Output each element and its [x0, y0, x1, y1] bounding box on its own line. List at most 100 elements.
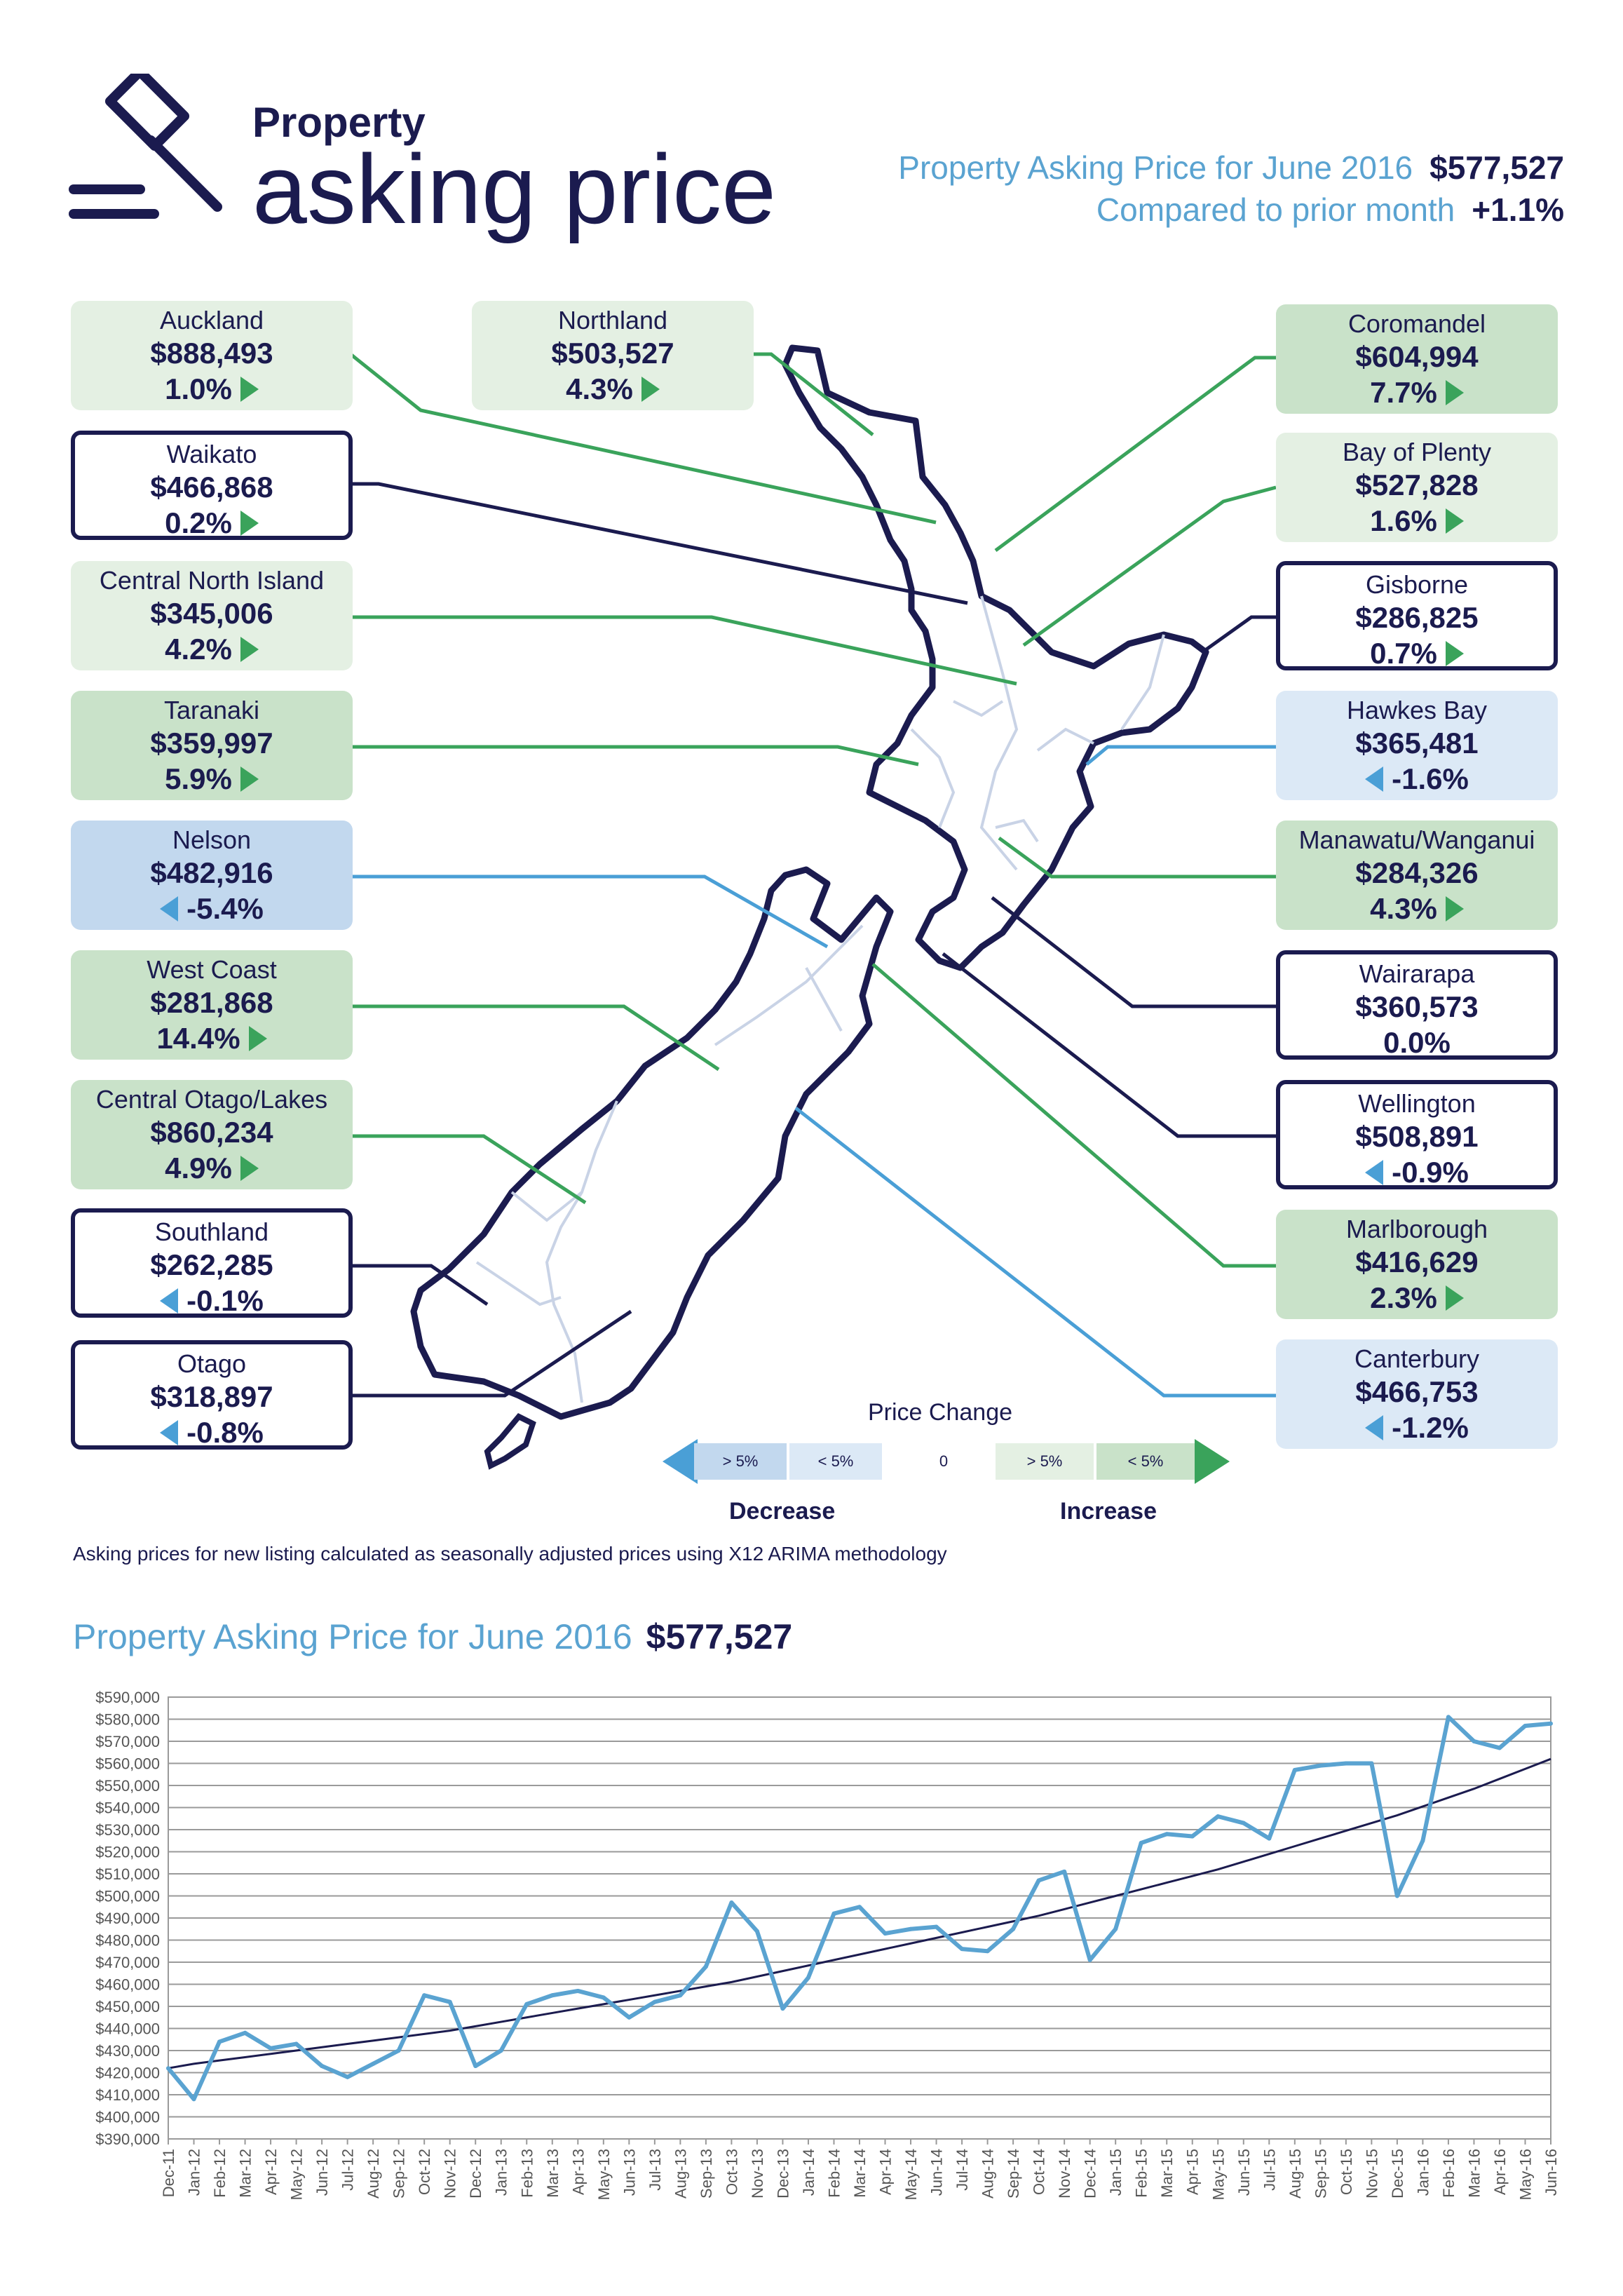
region-card-central-otago-lakes: Central Otago/Lakes $860,234 4.9% [71, 1080, 353, 1189]
leader-southland [351, 1264, 489, 1306]
region-name: Auckland [159, 306, 264, 335]
region-price: $281,868 [150, 986, 273, 1019]
x-tick-label: Feb-14 [825, 2149, 843, 2198]
data-point [1062, 1869, 1067, 1874]
data-point [1523, 1723, 1528, 1728]
data-point [1472, 1739, 1476, 1743]
data-point [1292, 1767, 1297, 1772]
leader-gisborne [1201, 615, 1276, 654]
region-change: -1.6% [1392, 762, 1469, 795]
leader-wellington [942, 952, 1276, 1138]
y-tick-label: $450,000 [95, 1998, 160, 2015]
data-point [1139, 1840, 1143, 1845]
y-tick-label: $530,000 [95, 1821, 160, 1839]
chart-title: Property Asking Price for June 2016 $577,… [73, 1616, 792, 1657]
x-tick-label: Dec-13 [774, 2149, 792, 2199]
x-tick-label: Jul-13 [646, 2149, 664, 2191]
x-tick-label: Aug-13 [672, 2149, 689, 2199]
x-tick-label: Nov-12 [442, 2149, 459, 2199]
x-tick-label: May-14 [902, 2149, 920, 2200]
y-tick-label: $570,000 [95, 1733, 160, 1750]
region-card-marlborough: Marlborough $416,629 2.3% [1276, 1210, 1558, 1319]
chart-title-value: $577,527 [646, 1617, 793, 1656]
data-point [1216, 1814, 1221, 1819]
x-tick-label: Oct-15 [1338, 2149, 1355, 2195]
legend-decrease-gt5: > 5% [694, 1443, 787, 1480]
x-tick-label: Sep-13 [698, 2149, 715, 2199]
leader-otago [351, 1309, 632, 1398]
leader-canterbury [794, 1107, 1276, 1398]
data-point [1036, 1878, 1041, 1883]
region-card-canterbury: Canterbury $466,753 -1.2% [1276, 1339, 1558, 1449]
x-tick-label: Aug-15 [1286, 2149, 1304, 2199]
increase-arrow-icon [240, 377, 259, 402]
data-point [473, 2064, 478, 2069]
region-change: 4.9% [165, 1152, 232, 1184]
leader-central-otago [351, 1134, 587, 1205]
leader-auckland [349, 353, 937, 525]
leader-bay-of-plenty [1022, 485, 1277, 647]
x-tick-label: Mar-16 [1465, 2149, 1483, 2198]
data-point [191, 2097, 196, 2102]
region-name: West Coast [147, 955, 277, 984]
x-tick-label: Apr-14 [877, 2149, 895, 2195]
region-price: $345,006 [150, 597, 273, 630]
region-card-manawatu-wanganui: Manawatu/Wanganui $284,326 4.3% [1276, 821, 1558, 930]
region-price: $416,629 [1355, 1245, 1479, 1278]
x-tick-label: Jan-12 [186, 2149, 203, 2196]
x-tick-label: Jun-16 [1542, 2149, 1560, 2196]
region-price: $508,891 [1355, 1120, 1479, 1153]
region-card-northland: Northland $503,527 4.3% [472, 301, 754, 410]
x-tick-label: Jul-12 [339, 2149, 357, 2191]
increase-arrow-icon [641, 377, 660, 402]
data-point [576, 1988, 580, 1993]
data-point [909, 1926, 914, 1931]
trend-line [168, 1757, 1551, 2069]
leader-west-coast [351, 1004, 720, 1072]
header-asking-value: $577,527 [1430, 149, 1564, 186]
region-card-central-north-island: Central North Island $345,006 4.2% [71, 561, 353, 670]
data-point [422, 1993, 427, 1998]
region-price: $286,825 [1355, 601, 1479, 634]
new-zealand-map [349, 344, 1277, 1470]
x-tick-label: Dec-12 [467, 2149, 484, 2199]
region-change: 0.2% [165, 506, 232, 539]
x-tick-label: Jul-15 [1261, 2149, 1278, 2191]
region-change: 2.3% [1370, 1281, 1437, 1314]
region-name: Southland [154, 1217, 269, 1246]
region-card-west-coast: West Coast $281,868 14.4% [71, 950, 353, 1060]
increase-arrow-icon [1445, 1285, 1464, 1311]
data-point [960, 1947, 965, 1952]
x-tick-label: Jun-12 [313, 2149, 331, 2196]
region-price: $262,285 [150, 1248, 273, 1281]
data-point [857, 1905, 862, 1910]
region-change: 1.0% [165, 372, 232, 405]
y-tick-label: $400,000 [95, 2109, 160, 2126]
header-asking-label: Property Asking Price for June 2016 [898, 149, 1413, 186]
x-tick-label: May-12 [288, 2149, 306, 2200]
x-tick-label: Oct-14 [1031, 2149, 1048, 2195]
asking-price-line-chart: $390,000 $400,000 $410,000 $420,000 $430,000… [95, 1689, 1560, 2200]
x-tick-label: May-16 [1516, 2149, 1534, 2200]
data-point [294, 2041, 299, 2046]
x-tick-label: Dec-14 [1082, 2149, 1099, 2199]
data-point [1087, 1957, 1092, 1962]
decrease-arrow-icon [1365, 1415, 1384, 1440]
legend-title: Price Change [868, 1399, 1013, 1426]
data-point [269, 2046, 273, 2051]
x-tick-label: May-15 [1209, 2149, 1227, 2200]
data-point [883, 1931, 888, 1936]
data-point [1318, 1763, 1323, 1768]
data-point [396, 2048, 401, 2053]
region-name: Manawatu/Wanganui [1298, 825, 1535, 854]
x-tick-label: Nov-14 [1056, 2149, 1073, 2199]
x-tick-label: Feb-15 [1133, 2149, 1150, 2198]
data-point [550, 1993, 555, 1998]
decrease-arrow-icon [1365, 767, 1384, 792]
region-card-taranaki: Taranaki $359,997 5.9% [71, 691, 353, 800]
y-tick-label: $480,000 [95, 1932, 160, 1950]
legend-zero: 0 [896, 1443, 991, 1480]
data-point [1011, 1926, 1016, 1931]
x-tick-label: Apr-12 [262, 2149, 280, 2195]
y-tick-label: $500,000 [95, 1888, 160, 1905]
